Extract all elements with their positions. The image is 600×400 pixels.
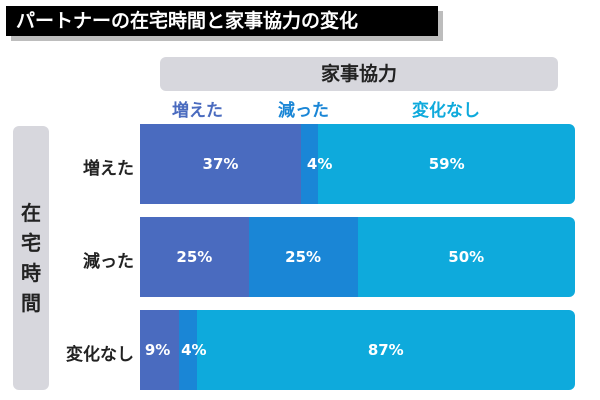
legend-unchanged: 変化なし <box>412 101 480 121</box>
data-label-increased: 37% <box>202 155 239 173</box>
data-label-increased: 25% <box>176 248 213 266</box>
bar-row-unchanged: 9% 4% 87% <box>140 310 575 390</box>
bar-segment-increased <box>140 310 180 390</box>
bar-segment-unchanged <box>318 124 575 204</box>
chart-title: パートナーの在宅時間と家事協力の変化 <box>6 6 438 36</box>
column-axis-header: 家事協力 <box>160 57 558 91</box>
bar-segment-decreased <box>248 217 358 297</box>
data-label-unchanged: 50% <box>448 248 485 266</box>
data-label-increased: 9% <box>144 341 171 359</box>
data-label-decreased: 4% <box>181 341 207 359</box>
data-label-unchanged: 87% <box>367 341 404 359</box>
row-label-increased: 増えた <box>83 159 134 179</box>
row-axis-header-char: 在 <box>21 201 41 225</box>
bar-row-increased: 37% 4% 59% <box>140 124 575 204</box>
bar-segment-increased <box>140 217 249 297</box>
bar-segment-unchanged <box>196 310 575 390</box>
data-label-unchanged: 59% <box>428 155 465 173</box>
row-axis-header-char: 宅 <box>21 231 41 255</box>
bar-segment-increased <box>140 124 301 204</box>
data-label-decreased: 25% <box>285 248 322 266</box>
bar-segment-decreased <box>300 124 319 204</box>
legend-decreased: 減った <box>278 101 329 121</box>
bar-row-decreased: 25% 25% 50% <box>140 217 575 297</box>
chart-title-container: パートナーの在宅時間と家事協力の変化 <box>6 6 443 41</box>
row-axis-header-char: 時 <box>21 261 41 285</box>
bar-segment-unchanged <box>357 217 575 297</box>
row-axis-header: 在 宅 時 間 <box>13 126 49 390</box>
bar-segment-decreased <box>179 310 197 390</box>
data-label-decreased: 4% <box>306 155 333 173</box>
row-axis-header-char: 間 <box>21 291 41 315</box>
row-label-unchanged: 変化なし <box>66 345 134 365</box>
legend-increased: 増えた <box>172 101 223 121</box>
row-label-decreased: 減った <box>83 252 134 272</box>
